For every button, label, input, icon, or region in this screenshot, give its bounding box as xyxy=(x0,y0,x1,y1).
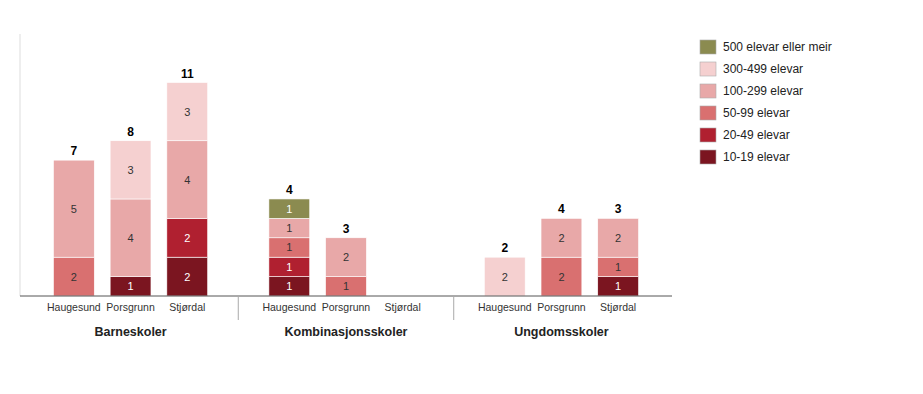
segment-label: 2 xyxy=(615,232,621,244)
total-label: 3 xyxy=(343,222,350,236)
bar-segment xyxy=(541,218,582,219)
total-label: 7 xyxy=(71,144,78,158)
legend-swatch xyxy=(700,62,716,76)
x-tick-label: Stjørdal xyxy=(385,301,421,313)
legend-swatch xyxy=(700,150,716,164)
bar-segment xyxy=(269,199,310,218)
bar-segment xyxy=(269,257,310,276)
segment-label: 1 xyxy=(127,280,133,292)
bar-segment xyxy=(167,82,208,83)
group-label: Barneskoler xyxy=(94,325,166,339)
segment-label: 1 xyxy=(286,241,292,253)
legend-swatch xyxy=(700,128,716,142)
total-label: 11 xyxy=(181,67,194,81)
labels: 1211212112154412223321781143243 xyxy=(71,67,622,293)
total-label: 3 xyxy=(615,202,622,216)
segment-label: 2 xyxy=(343,251,349,263)
segment-label: 1 xyxy=(343,280,349,292)
segment-label: 3 xyxy=(184,106,190,118)
chart-svg: 1211212112154412223321781143243Haugesund… xyxy=(0,0,923,394)
segment-label: 2 xyxy=(558,271,564,283)
total-label: 4 xyxy=(286,183,293,197)
segment-label: 2 xyxy=(558,232,564,244)
segment-label: 1 xyxy=(615,280,621,292)
bar-segment xyxy=(167,257,208,296)
bar-segment xyxy=(167,83,208,141)
total-label: 8 xyxy=(127,125,134,139)
bar-segment xyxy=(598,218,639,219)
chart-container: 1211212112154412223321781143243Haugesund… xyxy=(0,0,923,394)
bar-segment xyxy=(598,257,639,276)
segment-label: 2 xyxy=(71,271,77,283)
group-label: Kombinasjonsskoler xyxy=(285,325,408,339)
bar-segment xyxy=(598,218,639,257)
bar-segment xyxy=(53,160,94,161)
total-label: 4 xyxy=(558,202,565,216)
bar-segment xyxy=(598,277,639,296)
bar-segment xyxy=(269,277,310,296)
segment-label: 4 xyxy=(184,174,190,186)
x-tick-label: Stjørdal xyxy=(169,301,205,313)
bar-segment xyxy=(53,160,94,161)
bar-segment xyxy=(541,218,582,219)
x-tick-label: Haugesund xyxy=(47,301,101,313)
legend-label: 20-49 elevar xyxy=(723,128,790,142)
legend-swatch xyxy=(700,40,716,54)
segment-label: 1 xyxy=(615,261,621,273)
legend-swatch xyxy=(700,84,716,98)
legend: 500 elevar eller meir 300-499 elevar 100-2… xyxy=(700,40,832,164)
segment-label: 1 xyxy=(286,222,292,234)
group-label: Ungdomsskoler xyxy=(514,325,609,339)
x-tick-label: Porsgrunn xyxy=(106,301,155,313)
segment-label: 3 xyxy=(127,164,133,176)
bars xyxy=(53,83,638,296)
bar-segment xyxy=(541,257,582,296)
bar-segment xyxy=(326,237,367,238)
x-tick-label: Haugesund xyxy=(262,301,316,313)
segment-label: 2 xyxy=(184,271,190,283)
segment-label: 2 xyxy=(184,232,190,244)
segment-label: 1 xyxy=(286,203,292,215)
bar-segment xyxy=(53,160,94,257)
segment-label: 5 xyxy=(71,203,77,215)
x-tick-label: Stjørdal xyxy=(600,301,636,313)
group-separator xyxy=(238,296,239,320)
legend-label: 50-99 elevar xyxy=(723,106,790,120)
legend-label: 10-19 elevar xyxy=(723,150,790,164)
segment-label: 2 xyxy=(502,271,508,283)
x-tick-label: Haugesund xyxy=(478,301,532,313)
x-tick-label: Porsgrunn xyxy=(537,301,586,313)
bar-segment xyxy=(53,257,94,296)
bar-segment xyxy=(110,277,151,296)
bar-segment xyxy=(484,257,525,258)
bar-segment xyxy=(326,237,367,238)
x-tick-label: Porsgrunn xyxy=(322,301,371,313)
segment-label: 1 xyxy=(286,261,292,273)
bar-segment xyxy=(598,218,639,219)
legend-label: 500 elevar eller meir xyxy=(723,40,832,54)
bar-segment xyxy=(326,238,367,277)
bar-segment xyxy=(269,218,310,237)
segment-label: 4 xyxy=(127,232,133,244)
bar-segment xyxy=(484,257,525,296)
bar-segment xyxy=(326,277,367,296)
y-range-line xyxy=(20,34,21,296)
bar-segment xyxy=(269,238,310,257)
legend-label: 300-499 elevar xyxy=(723,62,803,76)
group-separator xyxy=(453,296,454,320)
bar-segment xyxy=(110,140,151,141)
bar-segment xyxy=(110,141,151,199)
bar-segment xyxy=(167,218,208,257)
legend-swatch xyxy=(700,106,716,120)
bar-segment xyxy=(110,199,151,277)
segment-label: 1 xyxy=(286,280,292,292)
bar-segment xyxy=(541,218,582,257)
total-label: 2 xyxy=(501,241,508,255)
bar-segment xyxy=(167,141,208,219)
legend-label: 100-299 elevar xyxy=(723,84,803,98)
x-axis-line xyxy=(20,296,672,297)
